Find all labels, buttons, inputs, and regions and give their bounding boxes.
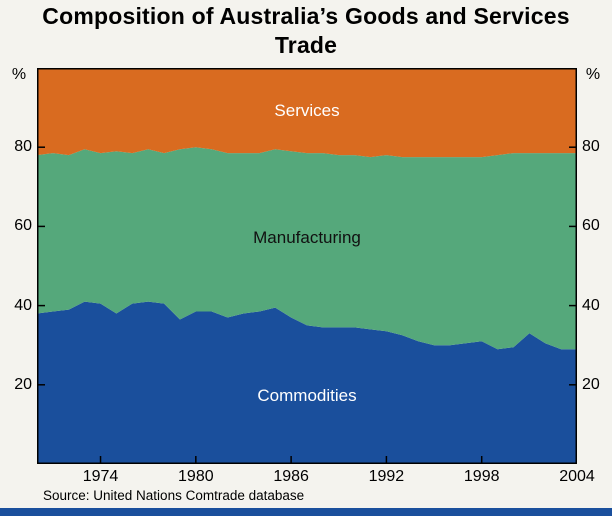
plot-area: Services Manufacturing Commodities: [37, 68, 577, 464]
bottom-bar: [0, 508, 612, 516]
y-axis-unit-right: %: [585, 66, 601, 83]
y-tick-label-right: 40: [582, 296, 600, 314]
y-axis-unit-left: %: [11, 66, 27, 83]
chart-title: Composition of Australia’s Goods and Ser…: [42, 3, 570, 58]
x-tick-label: 1992: [368, 468, 405, 485]
y-tick-label-left: 20: [14, 375, 32, 393]
y-tick-label-left: 80: [14, 138, 32, 156]
x-tick-label: 2004: [559, 468, 595, 485]
y-tick-label-right: 80: [582, 138, 600, 156]
y-tick-label-left: 40: [14, 296, 32, 314]
series-label-manufacturing: Manufacturing: [253, 228, 361, 247]
area-manufacturing: [37, 147, 577, 350]
y-tick-label-left: 60: [14, 217, 32, 235]
x-tick-label: 1974: [82, 468, 119, 485]
area-commodities: [37, 301, 577, 464]
x-tick-label: 1980: [178, 468, 214, 485]
y-tick-label-right: 60: [582, 217, 600, 235]
x-tick-label: 1986: [273, 468, 309, 485]
series-label-services: Services: [274, 101, 340, 120]
y-tick-label-right: 20: [582, 375, 600, 393]
source-note: Source: United Nations Comtrade database: [43, 488, 305, 503]
x-tick-label: 1998: [463, 468, 500, 485]
area-services: [37, 68, 577, 158]
plot-frame: [37, 68, 577, 464]
stacked-area-chart: [37, 68, 577, 464]
series-label-commodities: Commodities: [257, 386, 357, 405]
